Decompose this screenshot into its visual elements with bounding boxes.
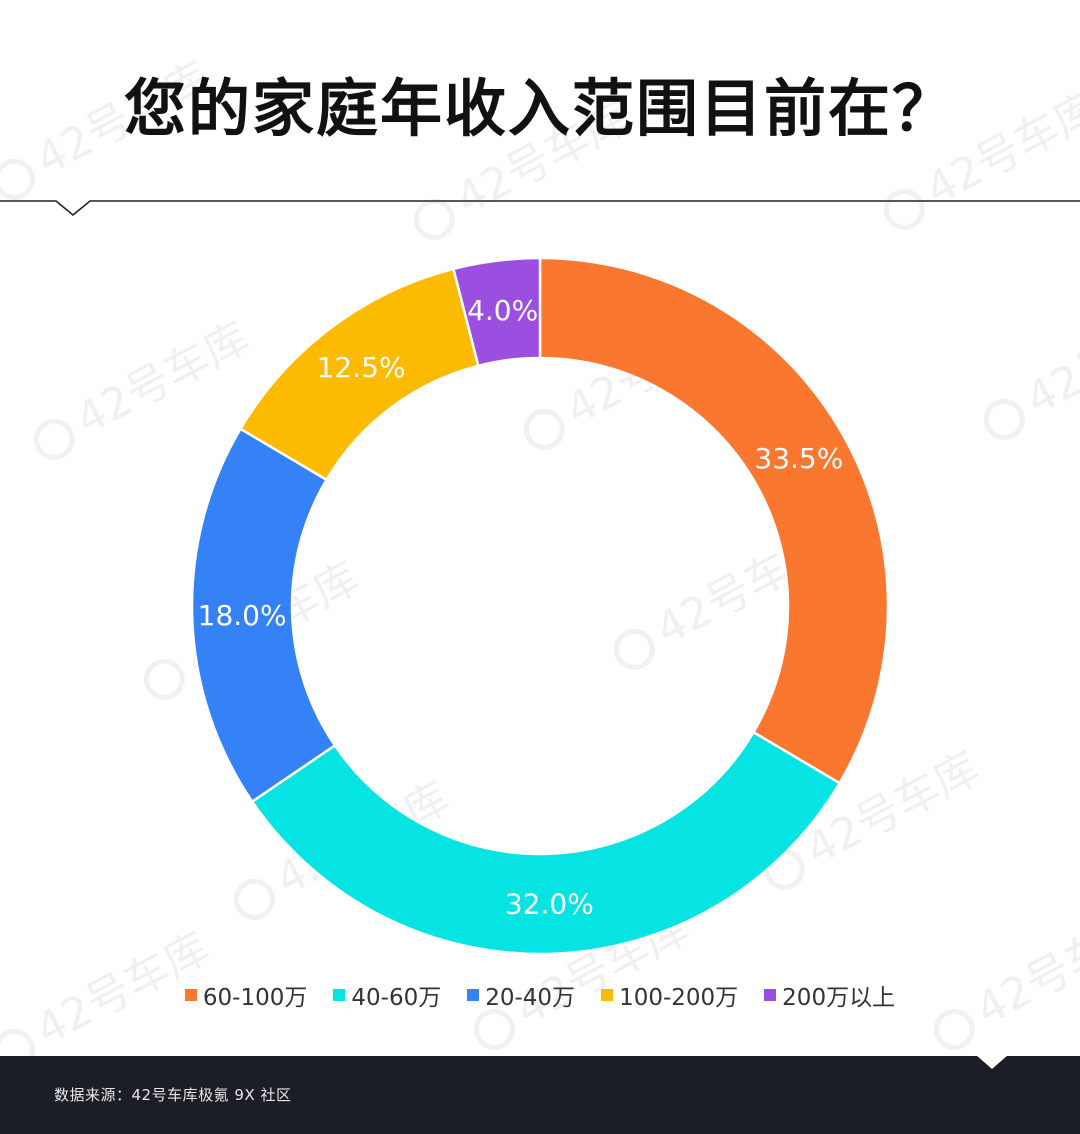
donut-slice-2 bbox=[250, 730, 842, 956]
legend-item-3: 20-40万 bbox=[467, 978, 575, 1012]
footer-notch bbox=[976, 1055, 1008, 1069]
donut-slice-1 bbox=[538, 256, 890, 785]
slice-labels-group: 33.5% 32.0% 18.0% 12.5% 4.0% bbox=[198, 294, 844, 921]
footer-bar: 数据来源：42号车库极氪 9X 社区 bbox=[0, 1055, 1080, 1134]
slice-label-2: 32.0% bbox=[505, 887, 594, 920]
donut-chart: 33.5% 32.0% 18.0% 12.5% 4.0% bbox=[190, 256, 890, 956]
legend-label: 200万以上 bbox=[782, 985, 896, 1011]
donut-slice-5 bbox=[451, 256, 542, 368]
slices-group bbox=[190, 256, 890, 956]
legend-swatch bbox=[467, 989, 480, 1001]
legend-label: 20-40万 bbox=[485, 985, 576, 1011]
legend-label: 40-60万 bbox=[351, 985, 442, 1011]
footer-source-text: 数据来源：42号车库极氪 9X 社区 bbox=[54, 1086, 292, 1104]
legend-label: 100-200万 bbox=[619, 985, 739, 1011]
legend-swatch bbox=[601, 989, 614, 1001]
legend-swatch bbox=[333, 989, 346, 1001]
legend-item-1: 60-100万 bbox=[184, 978, 308, 1012]
legend-swatch bbox=[184, 989, 197, 1001]
page-title: 您的家庭年收入范围目前在？ bbox=[123, 72, 956, 145]
legend-item-5: 200万以上 bbox=[764, 978, 895, 1012]
slice-label-5: 4.0% bbox=[467, 294, 538, 327]
watermark-logo-icon bbox=[933, 1008, 975, 1050]
legend-swatch bbox=[764, 989, 777, 1001]
legend-item-2: 40-60万 bbox=[333, 978, 441, 1012]
legend-item-4: 100-200万 bbox=[601, 978, 738, 1012]
watermark-logo-icon bbox=[473, 1008, 515, 1050]
slice-label-4: 12.5% bbox=[317, 351, 406, 384]
slice-label-3: 18.0% bbox=[198, 599, 287, 632]
legend-label: 60-100万 bbox=[202, 985, 308, 1011]
header-divider bbox=[0, 200, 1080, 217]
slice-label-1: 33.5% bbox=[754, 442, 843, 475]
legend: 60-100万 40-60万 20-40万 100-200万 200万以上 bbox=[0, 978, 1080, 1012]
